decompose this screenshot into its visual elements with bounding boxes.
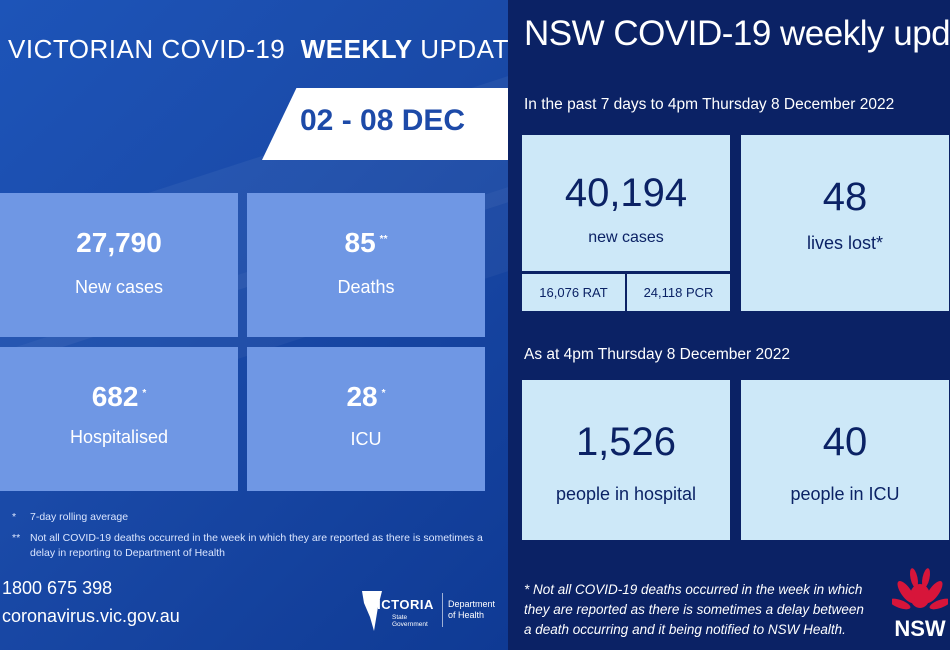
vic-tile-icu: 28 * ICU	[247, 347, 485, 491]
date-banner	[262, 88, 508, 160]
dept-line-1: Department	[448, 599, 496, 609]
nsw-period-heading: In the past 7 days to 4pm Thursday 8 Dec…	[524, 96, 895, 113]
nsw-panel: NSW COVID-19 weekly update In the past 7…	[508, 0, 950, 650]
victoria-government-logo: VICTORIA State Government Department of …	[362, 585, 502, 635]
nsw-tile-deaths: 48 lives lost*	[741, 135, 949, 311]
nsw-icu-label: people in ICU	[790, 484, 900, 504]
nsw-deaths-label: lives lost*	[806, 233, 884, 253]
vic-footnotes: * 7-day rolling average ** Not all COVID…	[12, 510, 502, 561]
nsw-hosp-label: people in hospital	[555, 484, 697, 504]
footnote-mark: *	[12, 511, 17, 523]
nsw-government-logo: NSW	[892, 566, 948, 646]
nsw-footnote: * Not all COVID-19 deaths occurred in th…	[524, 582, 864, 637]
nsw-hosp-value: 1,526	[575, 420, 677, 464]
vic-cases-value: 27,790	[76, 227, 162, 258]
footnote-rolling-average: 7-day rolling average	[30, 511, 129, 523]
nsw-rat-count: 16,076 RAT	[522, 274, 627, 311]
logo-divider	[442, 593, 443, 627]
vic-hosp-mark: *	[142, 387, 147, 399]
vic-deaths-label: Deaths	[337, 277, 395, 297]
vic-icu-mark: *	[381, 387, 386, 399]
nsw-cases-label: new cases	[588, 229, 664, 246]
vic-title: VICTORIAN COVID-19 WEEKLY UPDATE	[8, 34, 508, 65]
vic-tile-deaths: 85 ** Deaths	[247, 193, 485, 337]
vic-tile-cases: 27,790 New cases	[0, 193, 238, 337]
nsw-title: NSW COVID-19 weekly update	[524, 14, 950, 53]
vic-panel: VICTORIAN COVID-19 WEEKLY UPDATE 02 - 08…	[0, 0, 508, 650]
nsw-pcr-count: 24,118 PCR	[643, 285, 714, 300]
vic-website-link[interactable]: coronavirus.vic.gov.au	[2, 606, 180, 626]
vic-icu-label: ICU	[350, 429, 382, 449]
vic-deaths-mark: **	[379, 233, 388, 245]
nsw-tile-hospital: 1,526 people in hospital	[522, 380, 730, 540]
dept-line-2: of Health	[448, 610, 485, 620]
vic-phone-number: 1800 675 398	[2, 578, 113, 598]
footnote-mark: **	[12, 532, 21, 544]
nsw-deaths-value: 48	[822, 175, 868, 219]
nsw-asat-heading: As at 4pm Thursday 8 December 2022	[524, 346, 790, 363]
nsw-cases-value: 40,194	[564, 171, 688, 215]
nsw-tile-cases: 40,194 new cases	[522, 135, 730, 271]
victoria-wordmark: VICTORIA	[368, 597, 434, 612]
vic-deaths-value: 85	[344, 227, 376, 258]
vic-tile-hospitalised: 682 * Hospitalised	[0, 347, 238, 491]
footnote-deaths-delay: Not all COVID-19 deaths occurred in the …	[30, 532, 483, 559]
nsw-tile-icu: 40 people in ICU	[741, 380, 949, 540]
vic-hosp-value: 682	[91, 381, 139, 412]
state-government-text: State Government	[392, 614, 428, 628]
nsw-icu-value: 40	[822, 420, 868, 464]
vic-title-end: UPDATE	[420, 34, 508, 64]
waratah-flower-icon	[892, 568, 948, 610]
victoria-map-icon	[362, 591, 382, 631]
vic-cases-label: New cases	[74, 277, 164, 297]
vic-hosp-label: Hospitalised	[69, 427, 169, 447]
vic-date-range: 02 - 08 DEC	[300, 104, 466, 137]
vic-icu-value: 28	[346, 381, 378, 412]
vic-title-bold: WEEKLY	[300, 34, 413, 64]
nsw-test-breakdown: 16,076 RAT 24,118 PCR	[522, 274, 730, 311]
nsw-logo-text: NSW	[894, 616, 946, 641]
vic-title-regular: VICTORIAN COVID-19	[8, 34, 286, 64]
